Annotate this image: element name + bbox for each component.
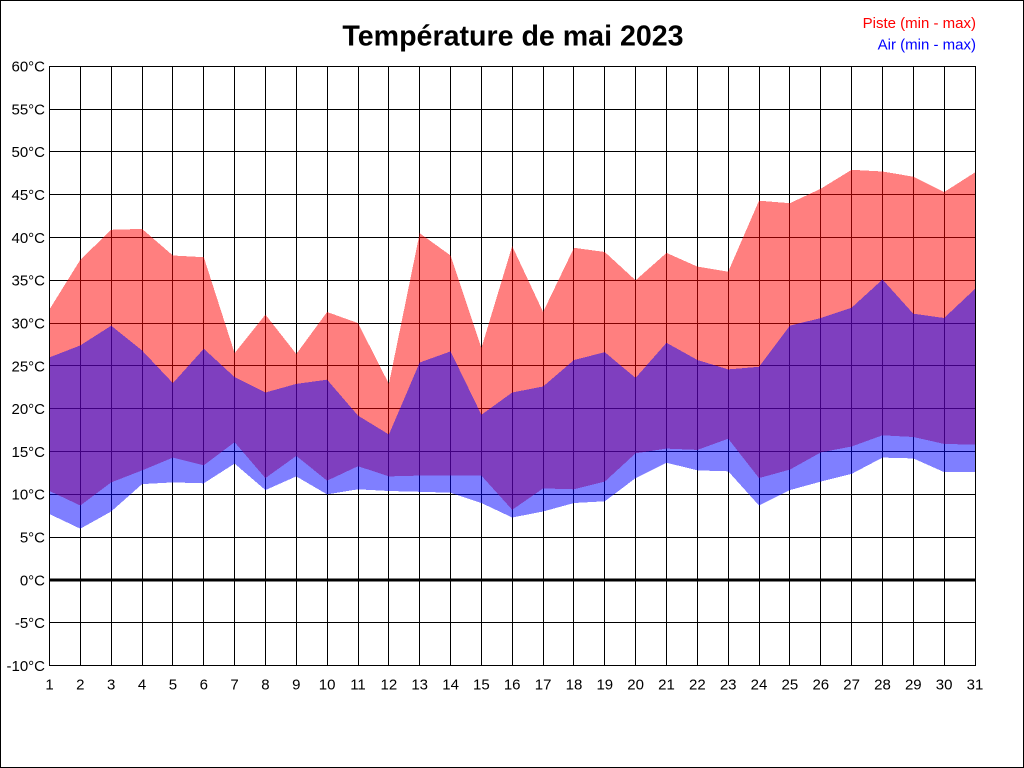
svg-text:35°C: 35°C — [11, 273, 45, 290]
svg-text:5: 5 — [169, 677, 177, 694]
svg-text:10: 10 — [319, 677, 336, 694]
svg-text:27: 27 — [843, 677, 860, 694]
svg-text:20: 20 — [627, 677, 644, 694]
svg-text:17: 17 — [535, 677, 552, 694]
svg-text:22: 22 — [689, 677, 706, 694]
svg-text:15°C: 15°C — [11, 444, 45, 461]
svg-text:55°C: 55°C — [11, 101, 45, 118]
svg-text:1: 1 — [45, 677, 53, 694]
svg-text:14: 14 — [442, 677, 459, 694]
svg-text:13: 13 — [411, 677, 428, 694]
svg-text:10°C: 10°C — [11, 487, 45, 504]
svg-text:21: 21 — [658, 677, 675, 694]
svg-text:29: 29 — [905, 677, 922, 694]
svg-text:0°C: 0°C — [20, 572, 45, 589]
svg-text:9: 9 — [292, 677, 300, 694]
svg-text:6: 6 — [200, 677, 208, 694]
svg-text:40°C: 40°C — [11, 230, 45, 247]
svg-text:45°C: 45°C — [11, 187, 45, 204]
svg-text:23: 23 — [720, 677, 737, 694]
svg-text:20°C: 20°C — [11, 401, 45, 418]
svg-text:25°C: 25°C — [11, 358, 45, 375]
svg-text:12: 12 — [381, 677, 398, 694]
svg-text:28: 28 — [874, 677, 891, 694]
svg-text:31: 31 — [967, 677, 984, 694]
svg-text:7: 7 — [230, 677, 238, 694]
svg-text:Température de mai 2023: Température de mai 2023 — [342, 21, 683, 53]
svg-text:5°C: 5°C — [20, 530, 45, 547]
svg-text:60°C: 60°C — [11, 59, 45, 76]
svg-text:11: 11 — [350, 677, 366, 694]
svg-text:30°C: 30°C — [11, 315, 45, 332]
svg-text:26: 26 — [812, 677, 829, 694]
svg-text:25: 25 — [782, 677, 799, 694]
svg-text:24: 24 — [751, 677, 768, 694]
svg-text:18: 18 — [566, 677, 583, 694]
svg-text:3: 3 — [107, 677, 115, 694]
svg-text:Air (min - max): Air (min - max) — [878, 37, 976, 54]
svg-text:2: 2 — [76, 677, 84, 694]
svg-text:-10°C: -10°C — [6, 658, 45, 675]
svg-text:-5°C: -5°C — [15, 615, 45, 632]
svg-text:30: 30 — [936, 677, 953, 694]
svg-text:Piste (min - max): Piste (min - max) — [863, 15, 976, 32]
svg-text:19: 19 — [596, 677, 613, 694]
svg-text:16: 16 — [504, 677, 521, 694]
svg-text:8: 8 — [261, 677, 269, 694]
svg-text:4: 4 — [138, 677, 146, 694]
svg-text:50°C: 50°C — [11, 144, 45, 161]
svg-text:15: 15 — [473, 677, 490, 694]
